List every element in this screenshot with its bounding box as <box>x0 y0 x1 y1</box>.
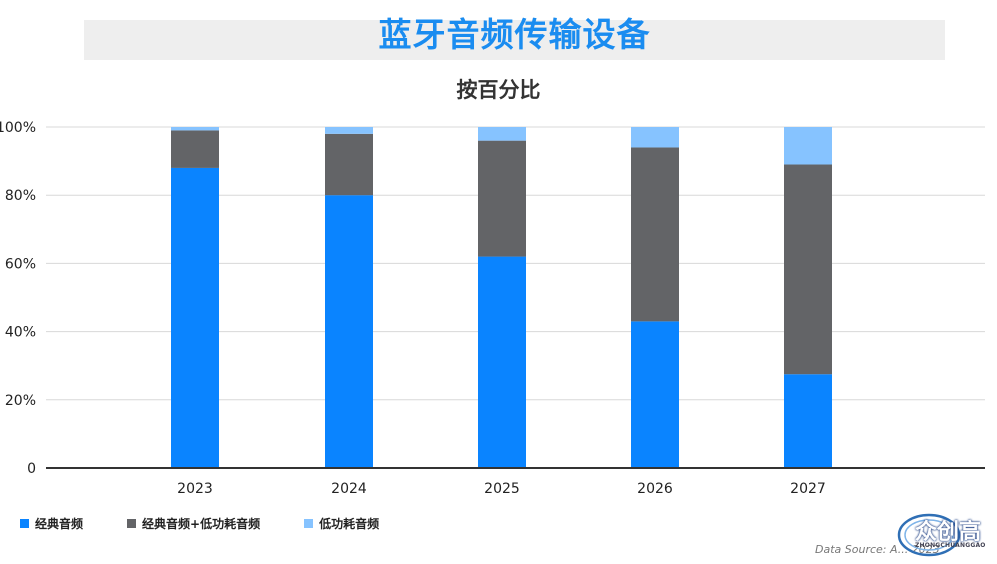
bar-segment <box>784 374 832 468</box>
legend-swatch-dual <box>127 519 137 528</box>
x-tick-label: 2023 <box>177 481 213 497</box>
legend-label-dual: 经典音频+低功耗音频 <box>142 517 261 531</box>
bar-segment <box>171 127 219 131</box>
bar-segment <box>325 195 373 468</box>
y-tick-label: 100% <box>0 120 36 136</box>
legend-item-classic: 经典音频 <box>20 515 83 532</box>
legend-item-dual: 经典音频+低功耗音频 <box>127 515 260 532</box>
bar-segment <box>478 256 526 468</box>
bar-segment <box>171 167 219 469</box>
y-tick-label: 20% <box>5 393 36 409</box>
bar-segment <box>784 164 832 375</box>
legend-item-le: 低功耗音频 <box>304 515 379 532</box>
bar-segment <box>171 130 219 168</box>
data-source: Data Source: A... 2023 <box>815 543 940 556</box>
brand-logo: 众创高 ZHONGCHUANGGAO <box>895 510 995 560</box>
legend-swatch-le <box>304 519 314 528</box>
bar-segment <box>325 133 373 196</box>
y-tick-label: 40% <box>5 325 36 341</box>
legend-label-classic: 经典音频 <box>35 517 84 531</box>
bar-segment <box>478 127 526 141</box>
bar-segment <box>784 127 832 165</box>
title-band <box>84 20 945 60</box>
bar-segment <box>631 127 679 148</box>
logo-subtext: ZHONGCHUANGGAO <box>915 542 986 549</box>
bar-segment <box>631 321 679 468</box>
legend-swatch-classic <box>20 519 29 528</box>
legend-label-le: 低功耗音频 <box>319 517 380 531</box>
x-tick-label: 2027 <box>790 481 826 497</box>
y-tick-label: 80% <box>5 188 36 204</box>
bar-segment <box>478 140 526 257</box>
y-tick-label: 60% <box>5 256 36 272</box>
chart-legend: 经典音频 经典音频+低功耗音频 低功耗音频 <box>20 515 379 532</box>
y-tick-label: 0 <box>27 461 36 477</box>
chart-title: 蓝牙音频传输设备 <box>378 15 651 54</box>
logo-ring-icon <box>897 513 961 557</box>
x-tick-label: 2024 <box>331 481 367 497</box>
logo-text: 众创高 <box>915 520 982 545</box>
bar-segment <box>325 127 373 134</box>
bar-segment <box>631 147 679 322</box>
x-tick-label: 2026 <box>637 481 673 497</box>
x-tick-label: 2025 <box>484 481 520 497</box>
chart-subtitle: 按百分比 <box>456 78 541 102</box>
